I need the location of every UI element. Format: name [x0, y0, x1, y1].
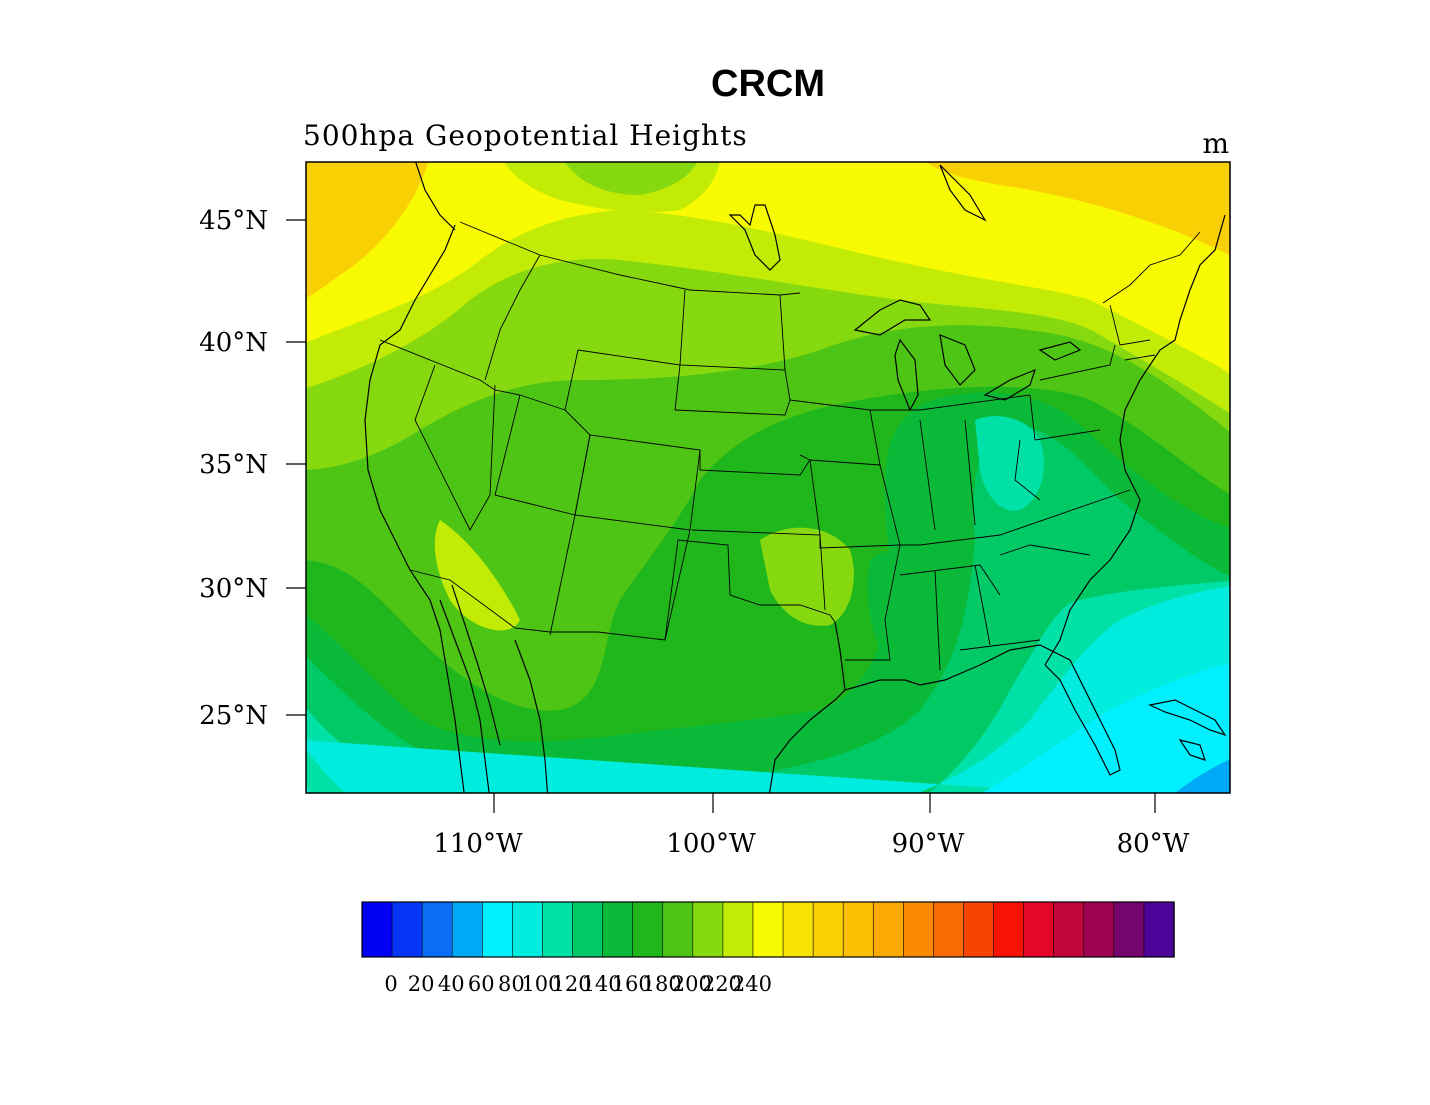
- colorbar-swatch: [812, 901, 844, 958]
- colorbar-swatch: [451, 901, 483, 958]
- gulf-coastline: [768, 621, 846, 793]
- colorbar-label: 240: [732, 972, 772, 996]
- lat-tick-label: 45°N: [199, 206, 268, 236]
- colorbar: [361, 901, 1175, 958]
- colorbar-label: 100: [521, 972, 561, 996]
- colorbar-label: 80: [498, 972, 525, 996]
- colorbar-label: 140: [582, 972, 622, 996]
- colorbar-swatch: [421, 901, 453, 958]
- lake-superior: [853, 299, 932, 336]
- colorbar-swatch: [963, 901, 995, 958]
- lon-tick-label: 110°W: [433, 829, 523, 859]
- west-coastline: [364, 224, 465, 793]
- lat-tick-label: 35°N: [199, 450, 268, 480]
- geopotential-field: [306, 162, 1230, 793]
- colorbar-label: 60: [468, 972, 495, 996]
- colorbar-swatch: [1083, 901, 1115, 958]
- colorbar-swatch: [903, 901, 935, 958]
- colorbar-label: 120: [551, 972, 591, 996]
- lat-tick-label: 40°N: [199, 328, 268, 358]
- colorbar-label: 40: [438, 972, 465, 996]
- colorbar-swatch: [782, 901, 814, 958]
- lat-tick-label: 30°N: [199, 574, 268, 604]
- colorbar-swatch: [542, 901, 574, 958]
- colorbar-swatch: [572, 901, 604, 958]
- colorbar-swatch: [993, 901, 1025, 958]
- longitude-axis: 110°W 100°W 90°W 80°W: [433, 793, 1190, 859]
- figure-title: CRCM: [711, 63, 825, 105]
- plot-frame: [305, 161, 1231, 794]
- colorbar-swatch: [1023, 901, 1055, 958]
- colorbar-label: 200: [672, 972, 712, 996]
- units-label: m: [1202, 127, 1230, 160]
- colorbar-swatch: [1113, 901, 1145, 958]
- us-canada-border: [459, 221, 801, 296]
- colorbar-label: 160: [612, 972, 652, 996]
- lon-tick-label: 90°W: [892, 829, 965, 859]
- colorbar-swatch: [933, 901, 965, 958]
- colorbar-swatch: [361, 901, 393, 958]
- lon-tick-label: 80°W: [1117, 829, 1190, 859]
- colorbar-swatch: [481, 901, 514, 958]
- us-mexico-border: [409, 539, 836, 641]
- east-coastline: [1044, 214, 1226, 666]
- coastlines-and-borders: [364, 162, 1227, 793]
- colorbar-swatch: [662, 901, 694, 958]
- colorbar-swatch: [632, 901, 664, 958]
- colorbar-label: 220: [702, 972, 742, 996]
- colorbar-label: 20: [408, 972, 435, 996]
- colorbar-swatch: [872, 901, 905, 958]
- lat-tick-label: 25°N: [199, 701, 268, 731]
- colorbar-swatch: [1143, 901, 1175, 958]
- subtitle-left: 500hpa Geopotential Heights: [303, 119, 748, 152]
- colorbar-swatch: [842, 901, 874, 958]
- colorbar-swatch: [752, 901, 784, 958]
- colorbar-swatch: [692, 901, 724, 958]
- colorbar-swatch: [602, 901, 634, 958]
- lake-huron: [939, 334, 976, 386]
- colorbar-label: 180: [642, 972, 682, 996]
- lake-ontario: [1038, 341, 1082, 361]
- colorbar-frame: [361, 901, 1175, 958]
- colorbar-swatch: [722, 901, 754, 958]
- latitude-axis: 45°N 40°N 35°N 30°N 25°N: [199, 206, 306, 731]
- colorbar-swatch: [1053, 901, 1085, 958]
- colorbar-swatch: [391, 901, 423, 958]
- lon-tick-label: 100°W: [666, 829, 756, 859]
- colorbar-swatch: [512, 901, 544, 958]
- colorbar-label: 0: [384, 972, 397, 996]
